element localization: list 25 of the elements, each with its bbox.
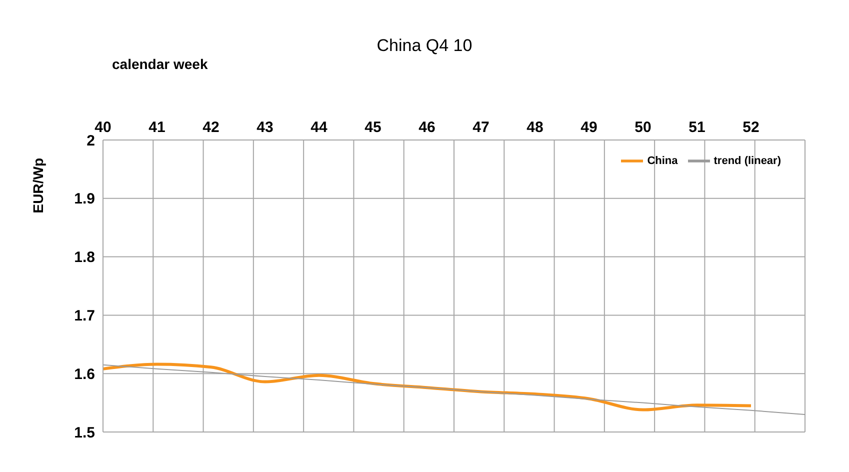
chart-title: China Q4 10	[376, 36, 474, 56]
y-tick-label: 1.7	[74, 308, 95, 325]
y-tick-label: 1.8	[74, 249, 95, 266]
y-tick-label: 1.9	[74, 190, 95, 208]
y-tick-label: 2	[86, 132, 95, 150]
x-tick-label: 46	[418, 119, 436, 136]
y-tick-label: 1.6	[74, 366, 95, 383]
x-tick-label: 49	[580, 119, 598, 136]
x-tick-label: 45	[364, 119, 382, 136]
y-axis-title: EUR/Wp	[30, 158, 46, 214]
legend-label: trend (linear)	[714, 154, 781, 167]
x-tick-label: 41	[148, 119, 166, 136]
x-tick-label: 48	[526, 119, 544, 136]
x-tick-label: 44	[310, 119, 328, 136]
x-tick-label: 47	[472, 119, 490, 136]
line-series	[102, 364, 806, 415]
x-tick-label: 43	[256, 119, 274, 136]
x-axis-title: calendar week	[112, 56, 208, 72]
legend-label: China	[647, 154, 678, 167]
x-tick-label: 42	[202, 119, 220, 136]
x-tick-label: 52	[742, 119, 760, 136]
y-tick-label: 1.5	[74, 424, 95, 442]
x-tick-label: 50	[634, 119, 652, 136]
x-tick-label: 51	[688, 119, 706, 136]
x-tick-label: 40	[94, 119, 112, 136]
